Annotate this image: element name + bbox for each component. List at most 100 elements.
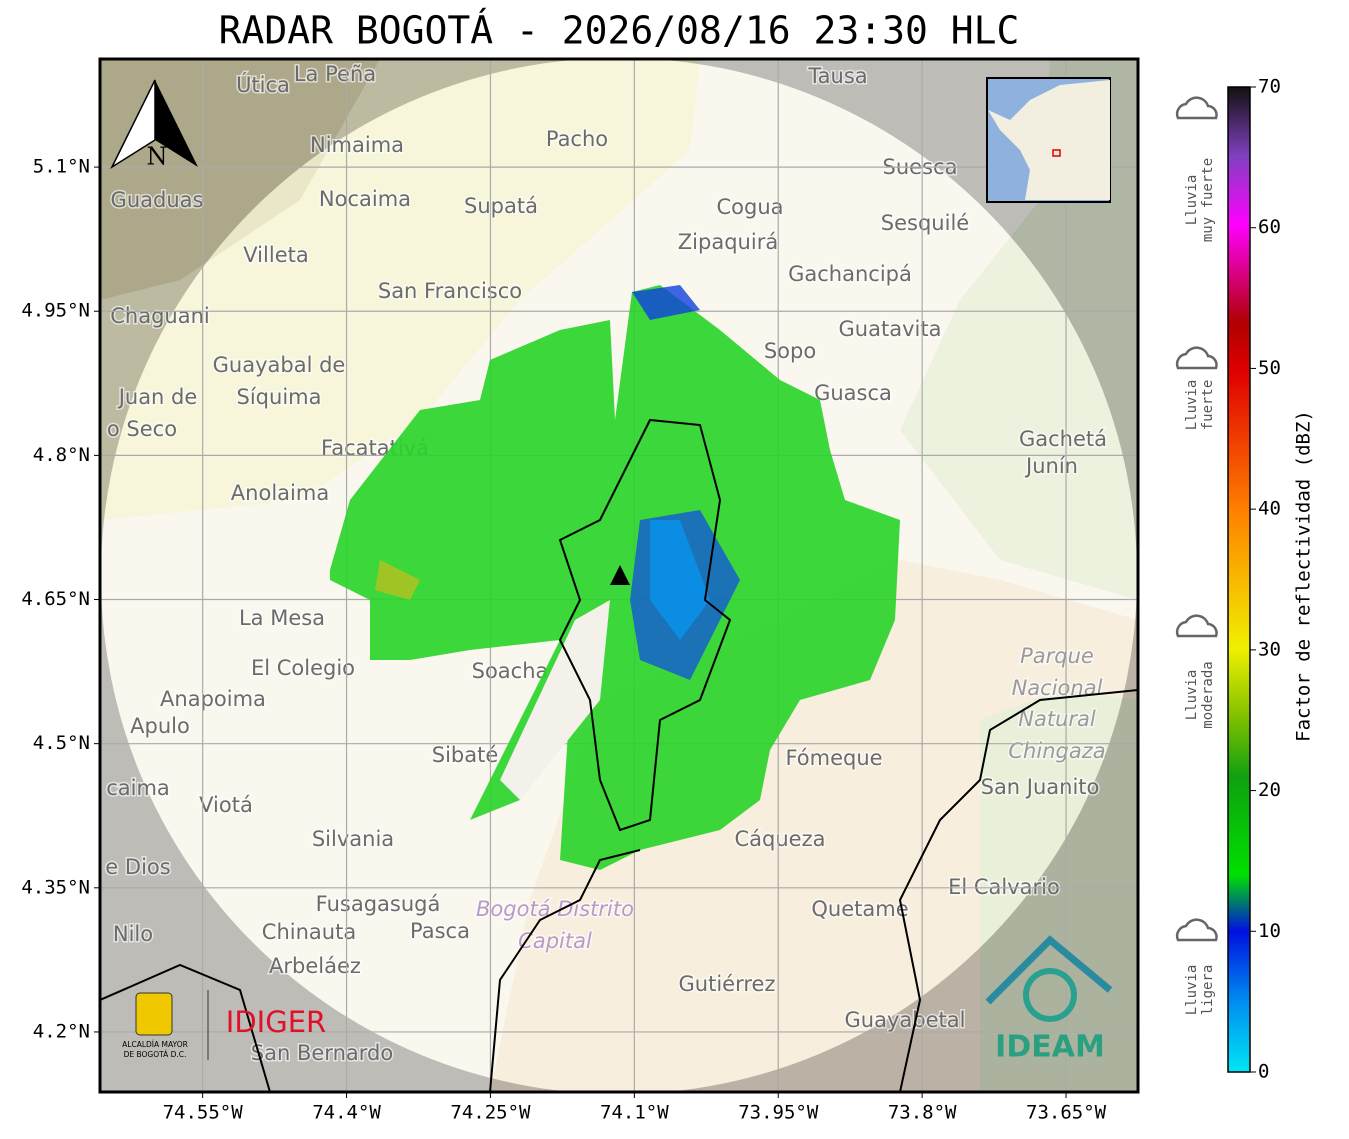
place-label: Cáqueza xyxy=(735,827,826,851)
x-tick-label: 73.95°W xyxy=(738,1102,819,1124)
place-label: Nocaima xyxy=(319,187,411,211)
radar-site xyxy=(610,565,630,585)
cloud-icon xyxy=(1175,918,1218,942)
rain-category-label: Lluvia xyxy=(1184,670,1200,721)
place-label: Nimaima xyxy=(310,133,404,157)
place-label: Parque xyxy=(1020,644,1094,668)
y-tick-label: 4.65°N xyxy=(21,588,90,610)
colorbar-ramp xyxy=(1227,86,1251,1073)
place-label: Natural xyxy=(1018,707,1096,731)
y-tick-label: 5.1°N xyxy=(33,156,90,178)
map-frame xyxy=(98,57,1140,1094)
rain-category: Lluvia muy fuerte xyxy=(1175,96,1218,242)
colorbar-tick-label: 10 xyxy=(1258,920,1281,942)
place-label: San Juanito xyxy=(981,775,1100,799)
place-label: San Bernardo xyxy=(251,1041,393,1065)
north-label: N xyxy=(147,143,168,171)
place-label: San Francisco xyxy=(378,279,522,303)
place-label: Nilo xyxy=(113,922,153,946)
place-label: Gutiérrez xyxy=(679,972,776,996)
place-label: Villeta xyxy=(243,243,308,267)
inset-marker xyxy=(1052,149,1061,157)
x-tick-label: 74.1°W xyxy=(600,1102,669,1124)
cloud-icon xyxy=(1175,614,1218,638)
place-label: El Calvario xyxy=(948,875,1060,899)
colorbar-label: Factor de reflectividad (dBZ) xyxy=(1293,410,1315,742)
colorbar-tick-label: 0 xyxy=(1258,1061,1269,1083)
y-tick-label: 4.95°N xyxy=(21,300,90,322)
place-label: Anolaima xyxy=(231,481,329,505)
place-label: Gachancipá xyxy=(788,262,912,286)
place-label: Sopo xyxy=(764,339,816,363)
map: Útica La Peña Tausa Pacho Nimaima Guaduas Noca… xyxy=(100,59,1138,1092)
radar-echo xyxy=(650,520,710,640)
x-tick-label: 74.55°W xyxy=(163,1102,244,1124)
place-label: Guasca xyxy=(814,381,892,405)
y-tick-label: 4.5°N xyxy=(33,732,90,754)
place-label: Soacha xyxy=(472,659,549,683)
colorbar-tick-label: 40 xyxy=(1258,498,1281,520)
title: RADAR BOGOTÁ - 2026/08/16 23:30 HLC xyxy=(219,9,1020,53)
rain-category: Lluvia moderada xyxy=(1175,614,1218,729)
place-label: Pasca xyxy=(410,919,470,943)
y-tick-label: 4.35°N xyxy=(21,876,90,898)
place-label: Arbeláez xyxy=(269,954,361,978)
place-label: Chingaza xyxy=(1008,739,1105,763)
colorbar: Factor de reflectividad (dBZ) 0 10 20 30 40 5… xyxy=(1175,76,1315,1083)
rain-category: Lluvia fuerte xyxy=(1175,346,1218,431)
place-label: Capital xyxy=(518,929,592,953)
place-label: caima xyxy=(106,776,170,800)
place-label: Juan de xyxy=(117,385,198,409)
place-label: Útica xyxy=(236,72,290,97)
y-tick-label: 4.8°N xyxy=(33,444,90,466)
place-label: El Colegio xyxy=(251,656,355,680)
place-label: Chaguani xyxy=(110,304,210,328)
rain-category-label: moderada xyxy=(1200,661,1216,728)
place-label: Guatavita xyxy=(839,317,942,341)
place-label: Supatá xyxy=(464,194,538,218)
ideam-swirl xyxy=(1023,968,1077,1022)
ideam-text: IDEAM xyxy=(995,1030,1105,1065)
place-label: Sesquilé xyxy=(881,211,969,235)
place-label: Guayabal de xyxy=(213,353,346,377)
alcaldia-logo: ALCALDÍA MAYOR DE BOGOTÁ D.C. IDIGER xyxy=(122,990,326,1060)
place-label: La Mesa xyxy=(239,606,325,630)
place-label: o Seco xyxy=(107,417,177,441)
rain-category-label: ligera xyxy=(1200,965,1216,1016)
radar-echo xyxy=(375,560,420,600)
place-label: Bogotá Distrito xyxy=(476,897,634,921)
y-tick-label: 4.2°N xyxy=(33,1020,90,1042)
place-label: Síquima xyxy=(237,385,322,409)
inset-land xyxy=(988,80,1110,200)
place-label: Gachetá xyxy=(1019,427,1107,451)
place-label: Junín xyxy=(1024,454,1078,478)
rain-category-label: Lluvia xyxy=(1184,175,1200,226)
idiger-logo: IDIGER xyxy=(226,1005,326,1039)
department-boundary xyxy=(100,689,1138,1092)
colorbar-tick-label: 50 xyxy=(1258,357,1281,379)
place-label: Sibaté xyxy=(432,743,499,767)
place-label: Fómeque xyxy=(785,746,882,770)
region-fill xyxy=(980,690,1138,1092)
x-tick-label: 73.65°W xyxy=(1026,1102,1107,1124)
rain-category-label: Lluvia xyxy=(1184,380,1200,431)
colorbar-tick-label: 70 xyxy=(1258,76,1281,98)
place-label: La Peña xyxy=(294,62,376,86)
place-label: Guaduas xyxy=(111,188,204,212)
rain-category: Lluvia ligera xyxy=(1175,918,1218,1016)
ideam-logo: IDEAM xyxy=(985,935,1113,1065)
radar-echo xyxy=(632,285,700,320)
rain-category-label: muy fuerte xyxy=(1200,158,1216,242)
colorbar-tick-label: 30 xyxy=(1258,638,1281,660)
north-arrow-right xyxy=(155,80,198,167)
place-label: Chinauta xyxy=(262,920,356,944)
alcaldia-shield xyxy=(135,992,173,1036)
place-label: Zipaquirá xyxy=(678,230,778,254)
place-label: Cogua xyxy=(716,195,783,219)
place-label: Fusagasugá xyxy=(316,892,441,916)
district-boundary xyxy=(558,418,732,832)
place-label: Anapoima xyxy=(160,687,266,711)
cloud-icon xyxy=(1175,346,1218,370)
colorbar-tick-label: 20 xyxy=(1258,779,1281,801)
